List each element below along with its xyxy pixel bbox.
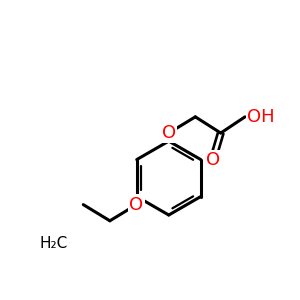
Text: O: O xyxy=(162,124,176,142)
Text: O: O xyxy=(129,196,143,214)
Text: OH: OH xyxy=(247,108,275,126)
Text: O: O xyxy=(206,151,220,169)
Text: H₂C: H₂C xyxy=(39,236,68,251)
